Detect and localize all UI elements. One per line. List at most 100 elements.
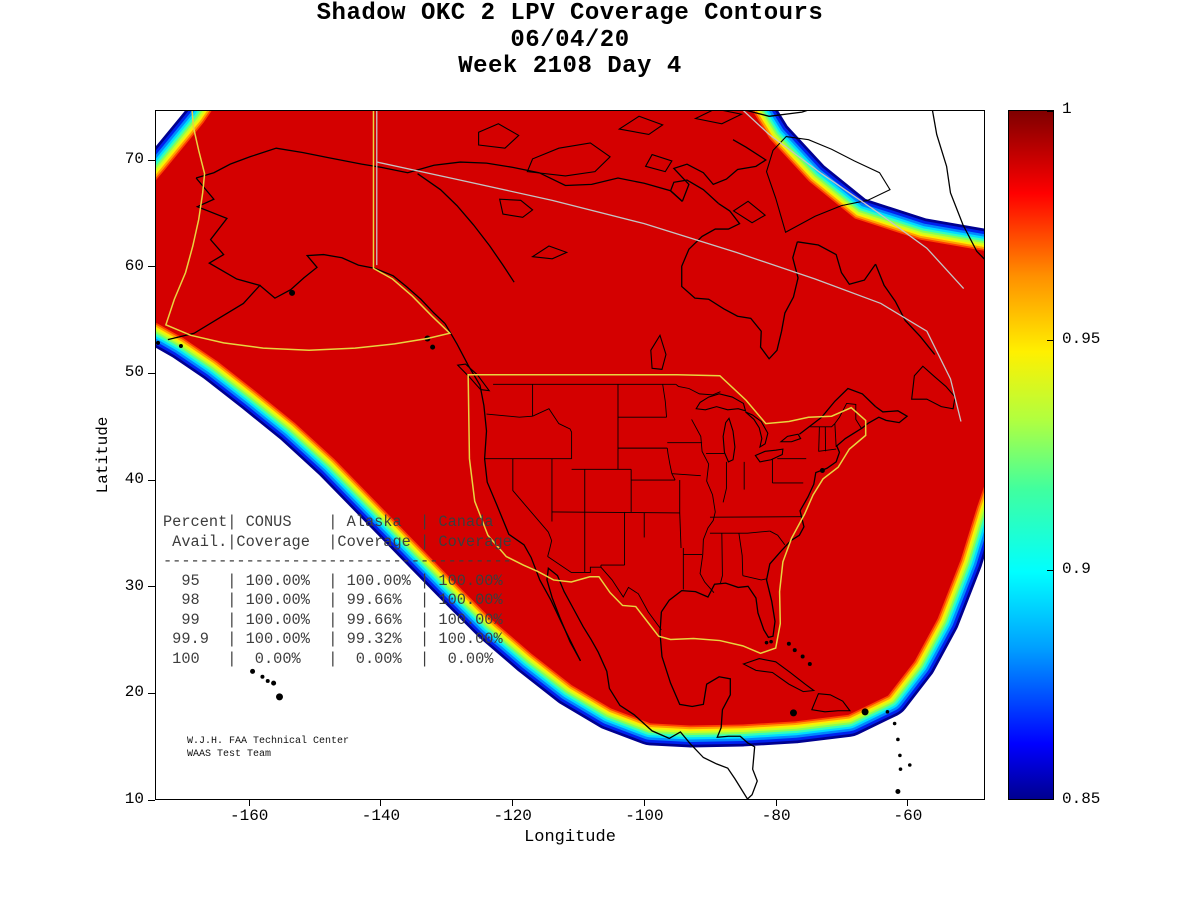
il-in: [722, 461, 727, 503]
newfoundland: [911, 365, 956, 410]
island-dot: [156, 340, 160, 345]
tn-south-35: [709, 530, 770, 534]
y-tick-label: 70: [124, 150, 144, 169]
x-axis-label: Longitude: [524, 828, 616, 847]
credit-line-2: WAAS Test Team: [187, 749, 272, 760]
stats-line: 99.9 | 100.00% | 99.32% | 100.00%: [163, 630, 503, 648]
island-dot: [807, 661, 812, 666]
mississippi-river: [691, 419, 716, 593]
stats-line: --------------------------------------: [163, 552, 512, 570]
ia-mo-40-6: [671, 473, 701, 477]
colorbar-tick-mark: [1047, 110, 1053, 112]
credit-block: W.J.H. FAA Technical Center WAAS Test Te…: [187, 735, 349, 761]
labrador-coast: [874, 263, 936, 355]
island-dot: [800, 654, 805, 659]
island-dot: [792, 648, 797, 653]
island-dot: [907, 763, 912, 767]
island-dot: [819, 467, 825, 473]
alaska-north-coast: [195, 147, 683, 202]
island-dot: [250, 668, 256, 674]
island-dot: [895, 789, 901, 795]
stats-line: 100 | 0.00% | 0.00% | 0.00%: [163, 649, 494, 668]
great-slave-lake: [531, 245, 569, 260]
y-tick-mark: [148, 692, 155, 694]
stats-line: 98 | 100.00% | 99.66% | 100.00%: [163, 591, 503, 609]
canada-service-diagonal-south: [376, 161, 962, 422]
conus-service-outline: [467, 373, 867, 655]
lake-superior: [695, 393, 747, 412]
nc-sc: [769, 530, 786, 546]
southampton-island: [732, 200, 767, 224]
y-tick-mark: [148, 479, 155, 481]
x-tick-mark: [248, 800, 250, 806]
boothia-melville-coast: [672, 139, 768, 202]
lat37: [551, 511, 680, 514]
arctic-mainland-coast: [669, 179, 719, 205]
stats-line: Avail.|Coverage |Coverage | Coverage: [163, 532, 512, 551]
banks-island: [478, 123, 520, 149]
x-tick-label: -60: [893, 807, 923, 825]
wa-or: [486, 413, 533, 418]
stats-line: 99 | 100.00% | 99.66% | 100.00%: [163, 610, 503, 629]
island-dot: [430, 344, 436, 350]
colorbar-tick-label: 0.9: [1062, 560, 1091, 578]
y-tick-mark: [148, 799, 155, 801]
plot-title: Shadow OKC 2 LPV Coverage Contours: [316, 0, 824, 27]
coverage-map: [156, 111, 984, 799]
x-tick-label: -160: [229, 807, 269, 825]
greenland-coast: [931, 111, 984, 260]
nh-me: [834, 423, 837, 448]
x-tick-label: -100: [625, 807, 664, 825]
lake-erie: [754, 448, 784, 463]
canada-service-diagonal-north: [742, 111, 965, 290]
somerset-island: [693, 111, 744, 125]
island-dot: [861, 708, 869, 716]
coverage-region: [156, 111, 984, 726]
colorbar: [1008, 110, 1054, 800]
y-tick-label: 10: [124, 790, 144, 808]
credit-line-1: W.J.H. FAA Technical Center: [187, 736, 350, 747]
colorbar-tick-mark: [1047, 569, 1053, 571]
island-dot: [896, 737, 900, 742]
y-tick-mark: [148, 586, 155, 588]
ca-nv: [512, 458, 549, 533]
al-ga: [738, 533, 744, 576]
ms-al: [720, 533, 723, 584]
x-tick-mark: [907, 800, 909, 806]
island-dot: [892, 721, 897, 726]
ga-fl: [742, 575, 767, 581]
ar-ok: [679, 512, 682, 549]
lake-winnipeg: [650, 334, 667, 370]
x-tick-label: -140: [361, 807, 401, 825]
y-tick-mark: [148, 159, 155, 161]
alaska-west-coast: [167, 177, 262, 341]
plot-date: 06/04/20: [510, 26, 630, 54]
prince-of-wales-island: [617, 115, 664, 136]
ungava-hudson-strait: [797, 241, 877, 286]
island-dot: [178, 344, 183, 349]
plot-area: Percent| CONUS | Alaska | Canada Avail.|…: [155, 110, 985, 800]
vancouver-island: [456, 363, 491, 392]
plot-title-block: Shadow OKC 2 LPV Coverage Contours 06/04…: [155, 0, 985, 81]
y-tick-label: 50: [124, 363, 144, 382]
victoria-island: [526, 142, 611, 177]
y-tick-label: 30: [124, 576, 144, 595]
rio-grande: [600, 566, 662, 631]
colorbar-tick-label: 0.85: [1062, 790, 1101, 808]
great-bear-lake: [498, 198, 534, 218]
pacific-coast: [444, 323, 582, 662]
x-tick-mark: [643, 800, 645, 806]
y-tick-label: 40: [124, 470, 144, 489]
island-dot: [289, 289, 296, 296]
colorbar-tick-mark: [1047, 339, 1053, 341]
hudson-bay: [681, 202, 799, 360]
island-dot: [769, 639, 773, 644]
st-lawrence: [798, 387, 877, 435]
x-tick-mark: [775, 800, 777, 806]
colorado-river: [547, 531, 553, 557]
hispaniola: [811, 693, 852, 713]
colorbar-tick-mark: [1047, 798, 1053, 800]
plot-week-day: Week 2108 Day 4: [458, 53, 682, 80]
mackenzie-river: [417, 173, 515, 283]
gulf-of-california-mexico: [546, 567, 749, 799]
